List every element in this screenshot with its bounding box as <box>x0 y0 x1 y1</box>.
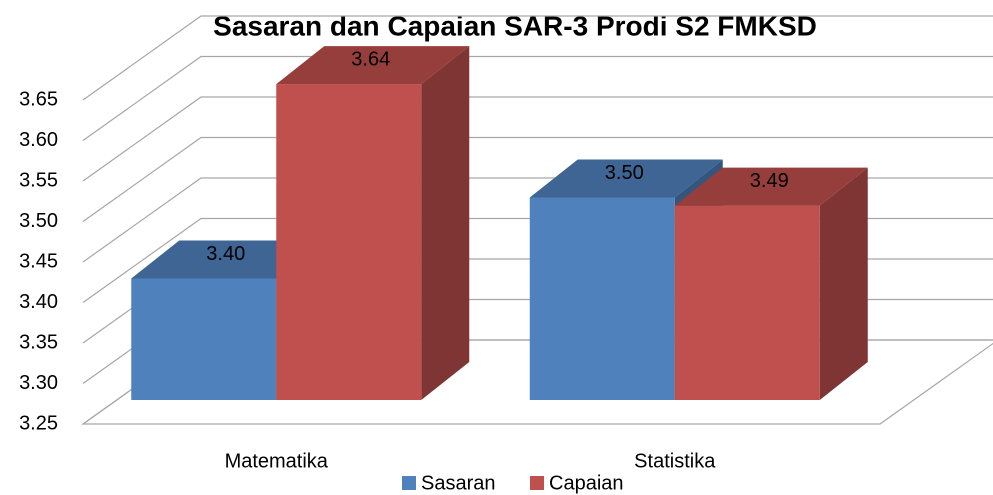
bar-side <box>819 167 868 400</box>
bar <box>674 205 820 400</box>
y-tick-label: 3.60 <box>19 129 58 151</box>
y-tick-label: 3.45 <box>19 250 58 272</box>
y-tick-label: 3.40 <box>19 291 58 313</box>
grid-line <box>82 15 993 101</box>
bar <box>276 84 422 400</box>
data-label: 3.64 <box>351 48 390 70</box>
bar-top <box>131 240 325 279</box>
y-tick-label: 3.50 <box>19 210 58 232</box>
data-label: 3.50 <box>605 162 644 184</box>
x-tick-label: Statistika <box>634 450 716 472</box>
x-tick-label: Matematika <box>225 450 329 472</box>
grid-line <box>82 96 993 182</box>
bar <box>131 278 277 400</box>
grid-line <box>82 136 993 222</box>
y-tick-label: 3.30 <box>19 372 58 394</box>
bar-top <box>674 167 868 206</box>
bar-top <box>529 159 723 198</box>
y-tick-label: 3.65 <box>19 88 58 110</box>
y-tick-label: 3.25 <box>19 412 58 434</box>
bar-top <box>276 46 470 85</box>
legend-label: Sasaran <box>421 472 496 494</box>
legend-swatch <box>402 476 416 490</box>
legend-label: Capaian <box>549 472 624 494</box>
y-tick-label: 3.55 <box>19 169 58 191</box>
y-tick-label: 3.35 <box>19 331 58 353</box>
bar <box>529 197 675 400</box>
chart-title: Sasaran dan Capaian SAR-3 Prodi S2 FMKSD <box>213 10 817 41</box>
data-label: 3.49 <box>750 170 789 192</box>
legend-swatch <box>530 476 544 490</box>
grid-line <box>82 55 993 141</box>
bar-side <box>421 46 470 400</box>
data-label: 3.40 <box>206 243 245 265</box>
